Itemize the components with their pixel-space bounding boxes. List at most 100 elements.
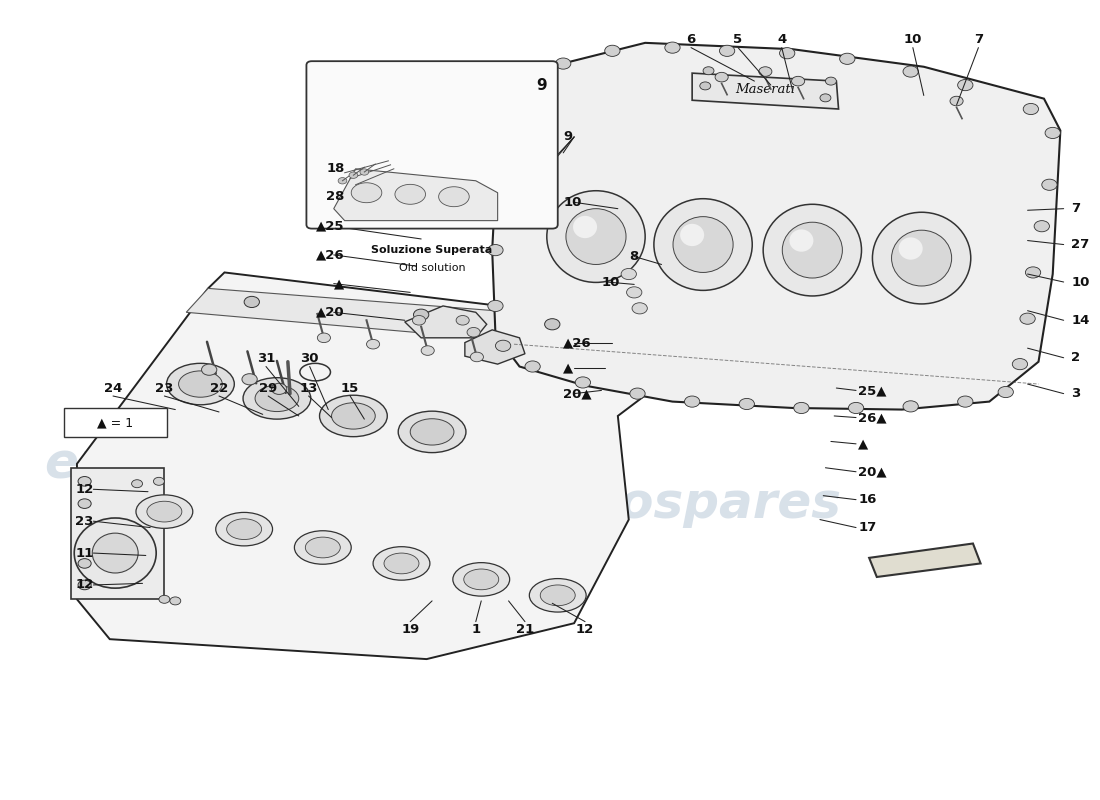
Circle shape [509,79,525,90]
Text: eurospares: eurospares [45,440,361,488]
Ellipse shape [136,495,192,528]
Text: 13: 13 [299,382,318,394]
Ellipse shape [763,204,861,296]
Circle shape [153,478,164,486]
Text: 3: 3 [1071,387,1080,400]
Circle shape [516,177,534,190]
Circle shape [903,401,918,412]
Ellipse shape [227,518,262,539]
Circle shape [621,269,637,280]
Ellipse shape [92,533,139,573]
Circle shape [1023,103,1038,114]
Polygon shape [692,73,838,109]
Polygon shape [492,43,1060,410]
Ellipse shape [653,198,752,290]
Circle shape [759,66,772,76]
Circle shape [703,66,714,74]
Text: 21: 21 [516,623,535,636]
Circle shape [414,309,429,320]
Circle shape [244,296,260,307]
Circle shape [158,595,169,603]
Text: Old solution: Old solution [399,263,465,273]
Circle shape [794,402,810,414]
Ellipse shape [872,212,971,304]
Circle shape [1012,358,1027,370]
Circle shape [421,346,434,355]
Circle shape [78,558,91,568]
Ellipse shape [529,578,586,612]
Text: 6: 6 [686,33,695,46]
Circle shape [998,386,1013,398]
Polygon shape [72,468,164,599]
Ellipse shape [331,402,375,429]
Text: 16: 16 [858,493,877,506]
Text: 19: 19 [402,623,419,636]
Text: 12: 12 [576,623,594,636]
Text: ▲20: ▲20 [316,306,344,319]
Circle shape [848,402,864,414]
Polygon shape [77,273,683,659]
Circle shape [825,77,836,85]
Circle shape [242,374,257,385]
Circle shape [630,388,646,399]
Text: 24: 24 [103,382,122,394]
Polygon shape [333,169,497,221]
Circle shape [544,318,560,330]
Circle shape [739,398,755,410]
Ellipse shape [178,371,222,398]
Ellipse shape [565,209,626,265]
Ellipse shape [243,378,311,419]
Ellipse shape [899,238,923,260]
Ellipse shape [147,502,182,522]
Circle shape [78,477,91,486]
Circle shape [700,82,711,90]
Circle shape [530,130,548,143]
Polygon shape [405,306,486,338]
Text: 30: 30 [300,352,319,365]
Circle shape [632,302,647,314]
Circle shape [412,315,426,325]
Text: 18: 18 [327,162,344,175]
Ellipse shape [573,216,597,238]
Ellipse shape [439,186,470,206]
Circle shape [471,352,483,362]
Circle shape [169,597,180,605]
Ellipse shape [384,553,419,574]
Polygon shape [465,330,525,364]
Text: ▲26: ▲26 [563,336,592,349]
Circle shape [366,339,379,349]
Circle shape [495,340,510,351]
Text: 23: 23 [155,382,174,394]
Text: 15: 15 [341,382,360,394]
Ellipse shape [216,513,273,546]
Circle shape [525,361,540,372]
Text: 17: 17 [858,521,877,534]
Ellipse shape [373,546,430,580]
Circle shape [950,96,964,106]
Circle shape [556,58,571,69]
Ellipse shape [295,530,351,564]
Circle shape [792,76,805,86]
Circle shape [349,172,358,178]
Circle shape [664,42,680,54]
Circle shape [78,499,91,509]
Text: 10: 10 [904,33,922,46]
Circle shape [605,46,620,56]
Ellipse shape [547,190,646,282]
Text: 7: 7 [1071,202,1080,215]
Text: 20▲: 20▲ [858,466,887,478]
Text: 8: 8 [629,250,638,263]
Ellipse shape [790,230,813,252]
FancyBboxPatch shape [307,61,558,229]
Text: 23: 23 [75,514,94,528]
Circle shape [1042,179,1057,190]
Circle shape [958,79,974,90]
Circle shape [684,396,700,407]
Text: 22: 22 [210,382,228,394]
Text: 10: 10 [1071,275,1090,289]
Circle shape [318,333,330,342]
Text: ▲26: ▲26 [316,249,344,262]
Ellipse shape [464,569,498,590]
Text: 31: 31 [256,352,275,365]
Text: 10: 10 [602,275,619,289]
